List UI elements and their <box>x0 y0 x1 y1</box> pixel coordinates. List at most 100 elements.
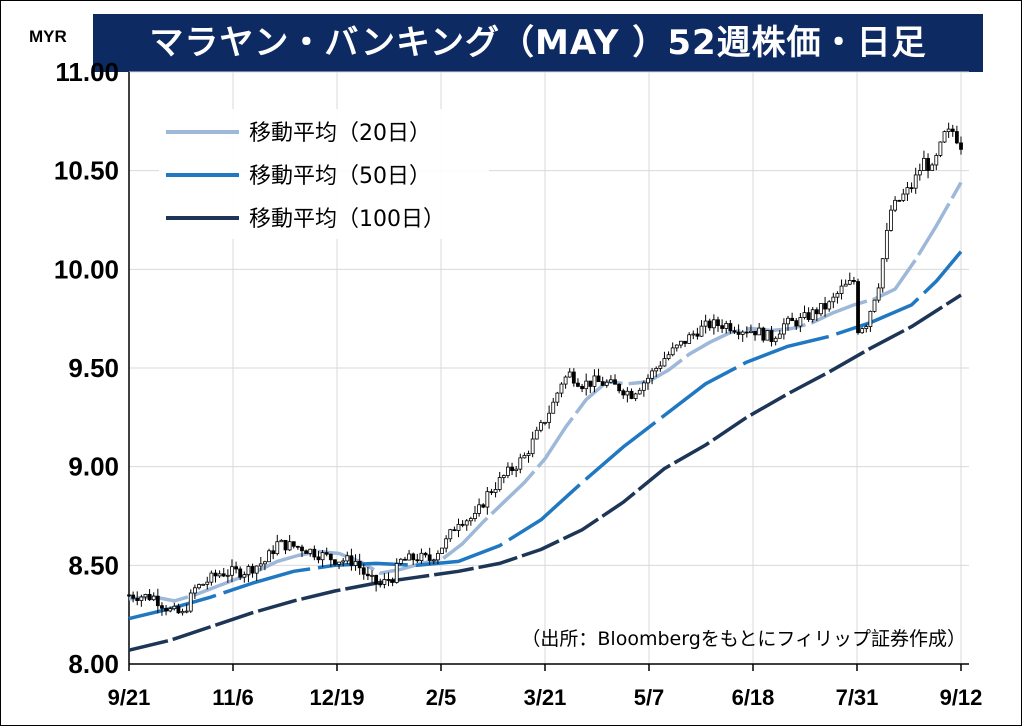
candle-body <box>839 285 844 295</box>
candle-body <box>267 550 271 563</box>
candle-body <box>687 334 692 344</box>
candle-body <box>320 552 325 561</box>
candle-body <box>938 141 943 156</box>
candle-body <box>790 317 795 322</box>
candle-body <box>736 331 741 335</box>
candle-body <box>802 312 807 318</box>
candle-body <box>427 554 432 561</box>
candle-body <box>930 164 935 171</box>
candle-body <box>749 330 753 333</box>
candle-body <box>489 491 494 494</box>
candle-body <box>786 317 790 325</box>
y-tick-label: 10.50 <box>54 156 119 186</box>
candle-body <box>576 382 580 387</box>
candle-body <box>188 592 193 612</box>
candle-body <box>481 504 486 508</box>
candle-body <box>234 566 238 570</box>
x-tick-label: 11/6 <box>212 685 254 710</box>
candle-body <box>588 380 593 387</box>
candle-body <box>600 381 605 386</box>
legend-label-1: 移動平均（20日） <box>249 121 431 146</box>
candle-body <box>679 340 683 346</box>
candle-body <box>781 323 786 335</box>
candle-body <box>703 320 708 327</box>
candle-body <box>275 541 280 555</box>
candle-body <box>695 333 700 337</box>
candle-body <box>852 280 856 282</box>
legend-label-3: 移動平均（100日） <box>249 207 445 232</box>
candle-body <box>440 547 444 554</box>
candle-body <box>699 325 704 337</box>
candle-body <box>814 309 819 315</box>
candle-body <box>905 187 910 195</box>
candle-body <box>312 548 317 558</box>
candle-body <box>287 541 292 551</box>
candle-body <box>419 552 424 562</box>
candle-body <box>806 312 811 320</box>
candle-body <box>843 283 848 287</box>
candle-body <box>530 438 535 455</box>
candle-body <box>370 574 374 577</box>
candle-body <box>460 523 465 526</box>
y-tick-label: 9.00 <box>68 452 119 482</box>
candle-body <box>205 581 210 585</box>
candle-body <box>316 556 321 561</box>
candle-body <box>250 566 255 574</box>
candle-body <box>757 327 762 336</box>
candle-body <box>707 320 712 329</box>
candle-body <box>172 605 177 610</box>
candle-body <box>658 365 663 369</box>
candle-body <box>884 230 889 260</box>
candle-body <box>349 555 354 566</box>
candle-body <box>650 370 654 379</box>
candle-body <box>716 319 720 327</box>
candle-body <box>423 552 428 556</box>
candle-body <box>436 553 440 561</box>
candle-body <box>155 595 160 607</box>
candle-body <box>501 475 506 478</box>
y-tick-label: 8.00 <box>68 649 119 679</box>
candle-body <box>407 553 411 561</box>
candle-body <box>646 377 650 384</box>
candle-body <box>464 520 469 526</box>
candle-body <box>497 477 502 490</box>
candle-body <box>209 572 214 583</box>
candle-body <box>131 594 136 599</box>
candle-body <box>810 309 815 320</box>
candle-body <box>448 529 453 540</box>
candle-body <box>295 545 300 548</box>
candle-body <box>258 563 263 567</box>
candle-body <box>398 558 403 564</box>
candle-body <box>946 128 951 132</box>
x-tick-label: 12/19 <box>309 685 364 710</box>
candle-body <box>304 550 309 554</box>
candle-body <box>168 608 173 612</box>
candle-body <box>230 566 234 576</box>
candle-body <box>567 371 572 378</box>
candle-body <box>506 466 510 476</box>
candle-body <box>856 281 860 334</box>
candle-body <box>543 421 547 424</box>
source-note: （出所：Bloombergをもとにフィリップ証券作成） <box>521 628 966 650</box>
candle-body <box>345 555 350 562</box>
candle-body <box>139 596 144 601</box>
candle-body <box>374 574 379 585</box>
candle-body <box>765 330 770 341</box>
candle-body <box>823 303 827 310</box>
candle-body <box>386 579 391 581</box>
candle-body <box>246 566 251 576</box>
candle-body <box>221 573 226 577</box>
candle-body <box>835 293 840 298</box>
x-tick-label: 6/18 <box>732 685 775 710</box>
candle-body <box>176 605 181 614</box>
candle-body <box>254 565 259 574</box>
candle-body <box>880 258 885 289</box>
candle-body <box>365 573 370 577</box>
candle-body <box>164 607 168 612</box>
candle-body <box>868 310 873 327</box>
candle-body <box>934 155 939 166</box>
candle-body <box>510 466 514 471</box>
x-tick-label: 5/7 <box>634 685 665 710</box>
candle-body <box>794 320 799 327</box>
candle-body <box>271 550 276 555</box>
